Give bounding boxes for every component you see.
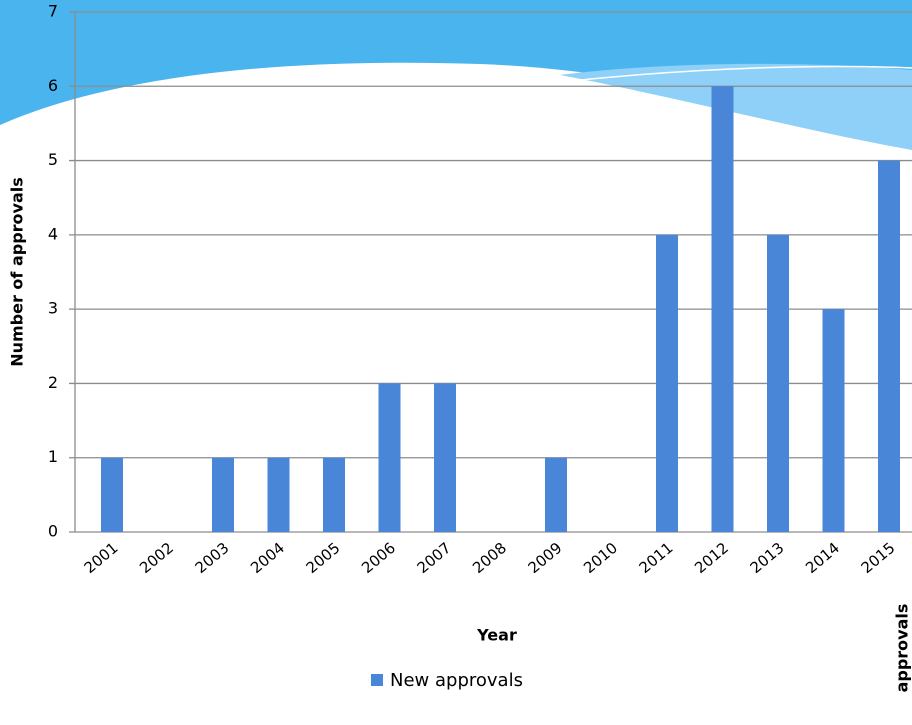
bar [434,383,456,532]
background-wave-line [579,65,912,81]
bar [711,86,734,533]
y-tick-label: 0 [48,522,58,541]
y-tick-label: 4 [48,224,58,243]
x-tick-label: 2006 [358,539,399,577]
bar [212,457,234,532]
bar [656,234,678,532]
legend-label: New approvals [390,670,523,691]
x-tick-label: 2002 [136,539,177,577]
annotation: approvals [893,604,912,693]
x-tick-label: 2013 [747,539,788,577]
y-axis-title: Number of approvals [8,177,27,367]
x-tick-label: 2012 [691,539,732,577]
background-wave [0,0,912,150]
bar [878,160,900,533]
x-tick-label: 2001 [81,539,122,577]
y-tick-label: 6 [48,76,58,95]
x-tick-label: 2005 [303,539,344,577]
x-tick-label: 2014 [802,539,843,577]
y-tick-label: 7 [48,2,58,21]
legend-swatch [371,674,383,686]
bar [323,457,345,532]
x-tick-label: 2004 [247,539,288,577]
x-tick-label: 2015 [858,539,899,577]
x-tick-label: 2009 [525,539,566,577]
bar [822,309,845,532]
y-tick-label: 2 [48,373,58,392]
y-tick-label: 1 [48,447,58,466]
x-tick-label: 2011 [636,539,677,577]
y-tick-label: 5 [48,150,58,169]
bar [101,457,123,532]
x-tick-label: 2008 [469,539,510,577]
bar [545,457,567,532]
background-wave-light [560,63,912,151]
bar [267,457,290,532]
y-tick-label: 3 [48,299,58,318]
x-tick-label: 2007 [414,539,455,577]
x-tick-label: 2003 [192,539,233,577]
x-tick-label: 2010 [580,539,621,577]
bar [767,234,789,532]
bar [378,383,401,532]
x-axis-title: Year [476,626,517,645]
